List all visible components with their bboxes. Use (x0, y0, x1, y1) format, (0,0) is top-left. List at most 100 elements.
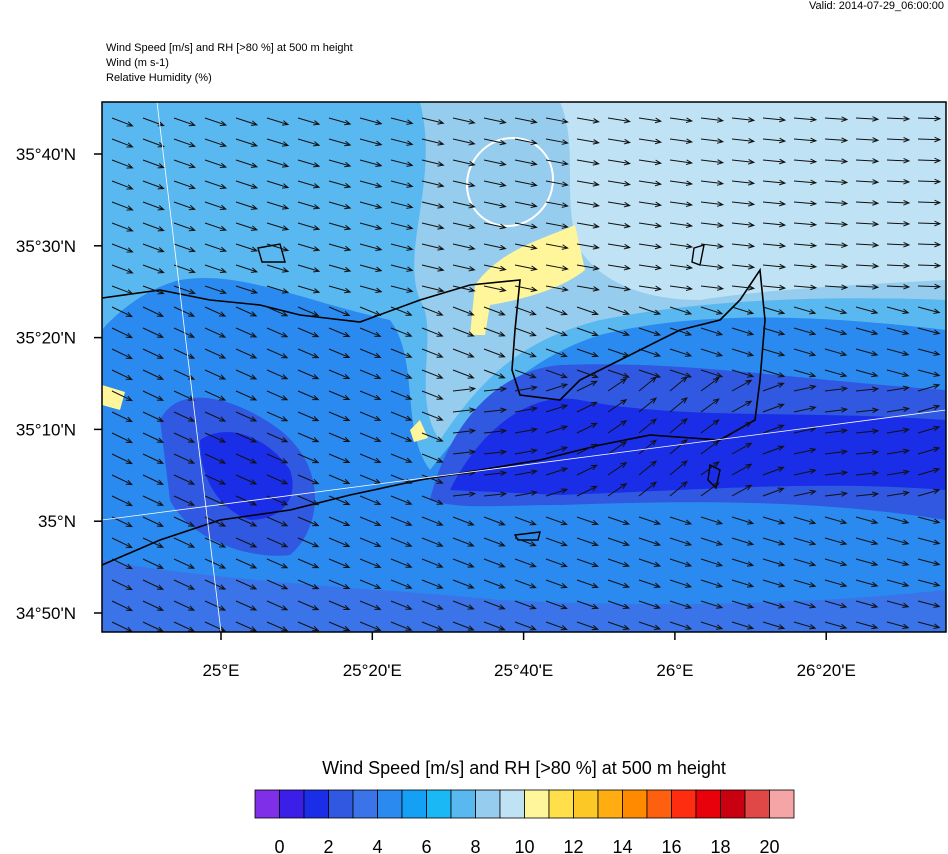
wind-arrow (235, 516, 258, 527)
wind-arrow (297, 348, 320, 359)
wind-arrow (421, 474, 444, 484)
wind-arrow (824, 621, 848, 630)
wind-arrow (700, 398, 720, 413)
wind-arrow (886, 579, 910, 588)
wind-arrow (793, 221, 818, 228)
wind-arrow (359, 327, 382, 337)
wind-arrow (886, 327, 910, 336)
wind-arrow (235, 243, 259, 252)
wind-arrow (266, 285, 290, 294)
wind-arrow (731, 579, 755, 588)
wind-arrow (855, 449, 880, 456)
wind-arrow (235, 453, 258, 464)
wind-arrow (390, 159, 414, 167)
wind-arrow (886, 516, 910, 525)
wind-arrow (328, 222, 352, 231)
wind-arrow (328, 537, 351, 548)
wind-arrow (452, 243, 476, 251)
wind-arrow (173, 495, 196, 506)
wind-arrow (638, 243, 663, 250)
wind-arrow (390, 453, 413, 463)
wind-arrow (669, 201, 694, 208)
wind-arrow (855, 407, 880, 414)
wind-arrow (700, 369, 724, 378)
wind-arrow (793, 179, 818, 186)
lon-label: 26°E (656, 661, 693, 680)
title-line: Relative Humidity (%) (106, 72, 212, 84)
wind-arrow (638, 537, 662, 546)
wind-arrow (359, 453, 382, 463)
wind-arrow (669, 306, 693, 315)
wind-arrow (235, 306, 258, 317)
wind-arrow (638, 222, 663, 229)
wind-arrow (235, 264, 259, 273)
wind-arrow (576, 537, 599, 547)
wind-arrow (421, 117, 445, 125)
wind-arrow (111, 474, 133, 486)
colorbar-box (597, 789, 623, 819)
wind-arrow (793, 558, 817, 567)
wind-arrow (607, 348, 631, 358)
wind-arrow (328, 432, 351, 443)
wind-arrow (700, 419, 720, 434)
wind-arrow (700, 327, 724, 336)
wind-arrow (607, 461, 628, 476)
wind-arrow (855, 621, 879, 630)
wind-arrow (731, 138, 756, 144)
wind-arrow (266, 201, 290, 210)
wind-arrow (111, 264, 134, 274)
wind-arrow (762, 445, 785, 455)
wind-arrow (421, 159, 445, 167)
wind-arrow (328, 201, 352, 210)
colorbar-box (622, 789, 648, 819)
wind-arrow (638, 180, 663, 187)
wind-arrow (173, 180, 196, 190)
wind-arrow (359, 495, 382, 505)
wind-arrow (824, 537, 848, 546)
wind-arrow (421, 180, 445, 188)
wind-arrow (607, 419, 628, 434)
wind-arrow (917, 157, 942, 164)
wind-arrow (638, 117, 663, 124)
wind-arrow (669, 117, 694, 124)
wind-arrow (731, 222, 756, 228)
wind-arrow (204, 306, 227, 317)
wind-arrow (824, 449, 849, 455)
wind-arrow (266, 432, 289, 443)
wind-arrow (266, 495, 289, 506)
wind-arrow (855, 386, 880, 393)
wind-arrow (886, 406, 910, 413)
wind-arrow (700, 159, 725, 165)
wind-arrow (824, 407, 849, 413)
title-line: Wind Speed [m/s] and RH [>80 %] at 500 m… (106, 42, 353, 54)
wind-arrow (266, 243, 290, 252)
wind-arrow (421, 411, 444, 421)
wind-arrow (917, 220, 942, 227)
wind-arrow (731, 117, 756, 123)
wind-arrow (638, 439, 658, 455)
wind-arrow (297, 138, 321, 147)
wind-arrow (824, 491, 849, 497)
wind-arrow (328, 243, 352, 252)
wind-arrow (359, 306, 382, 316)
wind-arrow (204, 432, 227, 443)
wind-arrow (142, 348, 165, 359)
wind-arrow (173, 243, 196, 253)
wind-arrow (545, 264, 569, 271)
wind-arrow (204, 369, 227, 380)
wind-arrow (731, 243, 756, 249)
wind-arrow (142, 537, 165, 548)
wind-arrow (452, 579, 475, 589)
wind-arrow (855, 428, 880, 435)
wind-arrow (638, 600, 662, 609)
wind-arrow (111, 369, 133, 381)
wind-arrow (607, 398, 628, 413)
wind-arrow (142, 600, 165, 611)
wind-arrow (173, 285, 196, 295)
wind-arrow (235, 537, 258, 548)
wind-arrow (328, 579, 351, 590)
wind-arrow (514, 117, 538, 125)
wind-arrow (886, 348, 910, 357)
wind-arrow (297, 411, 320, 422)
